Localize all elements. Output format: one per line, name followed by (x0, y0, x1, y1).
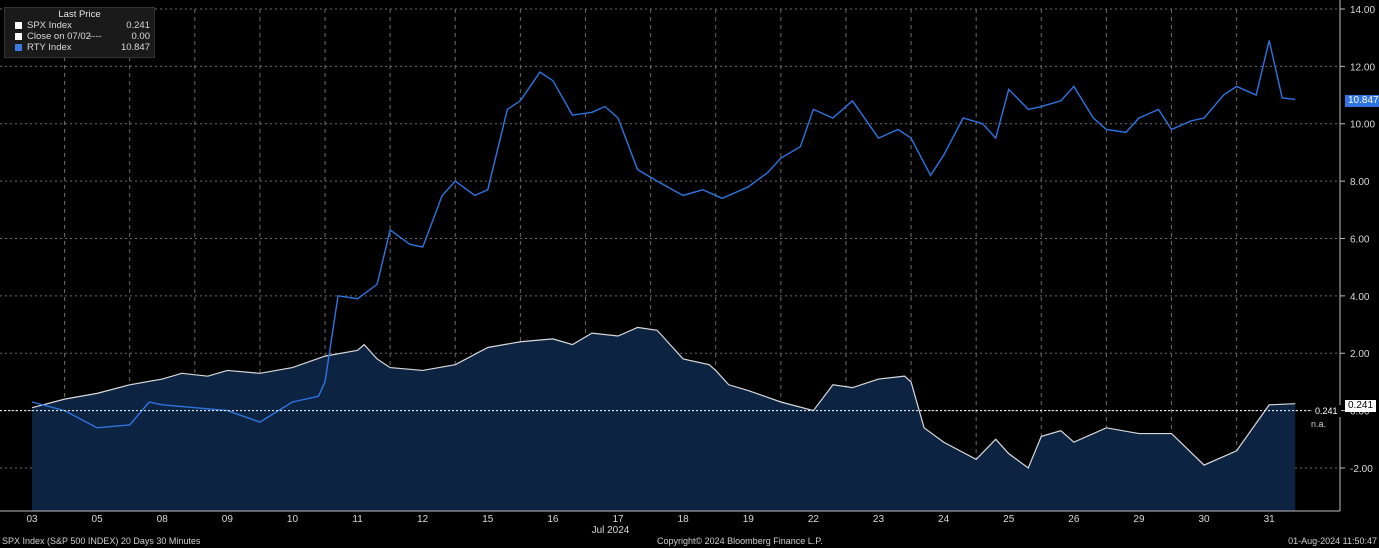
y-tick-label: 2.00 (1350, 349, 1370, 360)
x-tick-label: 17 (612, 514, 624, 525)
y-tick-label: 8.00 (1350, 177, 1370, 188)
x-tick-label: 16 (547, 514, 559, 525)
footer-left: SPX Index (S&P 500 INDEX) 20 Days 30 Min… (2, 536, 201, 546)
x-tick-label: 30 (1199, 514, 1211, 525)
x-tick-label: 18 (678, 514, 690, 525)
x-tick-label: 26 (1068, 514, 1080, 525)
legend-title: Last Price (58, 9, 101, 20)
y-axis: 14.00 12.00 10.00 8.00 6.00 4.00 2.00 0.00 -2.00 (1339, 0, 1375, 511)
legend-box: Last Price SPX Index 0.241 Close on 07/0… (4, 7, 155, 58)
x-tick-label: 24 (938, 514, 950, 525)
x-tick-label: 31 (1264, 514, 1276, 525)
x-tick-label: 19 (743, 514, 755, 525)
legend-swatch-close (15, 33, 22, 40)
x-tick-label: 23 (873, 514, 885, 525)
x-tick-label: 15 (482, 514, 494, 525)
y-tick-label: 0.00 (1350, 407, 1370, 418)
legend-item-spx: SPX Index 0.241 (5, 20, 154, 31)
legend-item-close: Close on 07/02 ---- 0.00 (5, 31, 154, 42)
x-tick-label: 03 (26, 514, 38, 525)
x-axis: 03 05 08 09 10 11 12 15 16 17 18 19 22 23 24 25 26 29 30 31… (0, 510, 1340, 536)
spx-area-series (31, 326, 1296, 511)
x-tick-label: 05 (92, 514, 104, 525)
spx-area-fill (32, 327, 1296, 511)
x-tick-label: 25 (1003, 514, 1015, 525)
legend-swatch-spx (15, 22, 22, 29)
x-tick-label: 12 (417, 514, 429, 525)
x-tick-label: 22 (808, 514, 820, 525)
legend-value-spx: 0.241 (126, 20, 150, 31)
y-tick-label: 4.00 (1350, 292, 1370, 303)
y-tick-label: 10.00 (1350, 120, 1375, 131)
y-tick-label: 6.00 (1350, 234, 1370, 245)
legend-value-close: 0.00 (131, 31, 151, 42)
close-na-label: n.a. (1311, 419, 1327, 429)
rty-last-value-tag: 10.847 (1345, 95, 1379, 107)
spx-inline-value: 0.241 (1312, 405, 1341, 417)
x-tick-label: 11 (352, 514, 363, 525)
footer-center: Copyright© 2024 Bloomberg Finance L.P. (657, 536, 823, 546)
x-month-label: Jul 2024 (592, 525, 630, 536)
spx-last-value-tag: 0.241 (1345, 400, 1377, 412)
x-tick-label: 10 (287, 514, 299, 525)
legend-value-rty: 10.847 (120, 42, 150, 53)
legend-label-rty: RTY Index (27, 42, 72, 53)
y-tick-label: 12.00 (1350, 62, 1375, 73)
legend-dash-close: ---- (89, 31, 102, 42)
legend-label-spx: SPX Index (27, 20, 72, 31)
x-tick-label: 29 (1133, 514, 1145, 525)
legend-label-close: Close on 07/02 (27, 31, 91, 42)
rty-line-series (31, 40, 1296, 429)
x-tick-label: 09 (222, 514, 234, 525)
y-tick-label: 14.00 (1350, 5, 1375, 16)
legend-item-rty: RTY Index 10.847 (5, 42, 154, 53)
footer-right: 01-Aug-2024 11:50:47 (1288, 536, 1377, 546)
legend-swatch-rty (15, 44, 22, 51)
y-tick-label: -2.00 (1350, 464, 1373, 475)
rty-line (31, 40, 1296, 429)
spx-line (31, 326, 1296, 469)
x-tick-label: 08 (157, 514, 169, 525)
